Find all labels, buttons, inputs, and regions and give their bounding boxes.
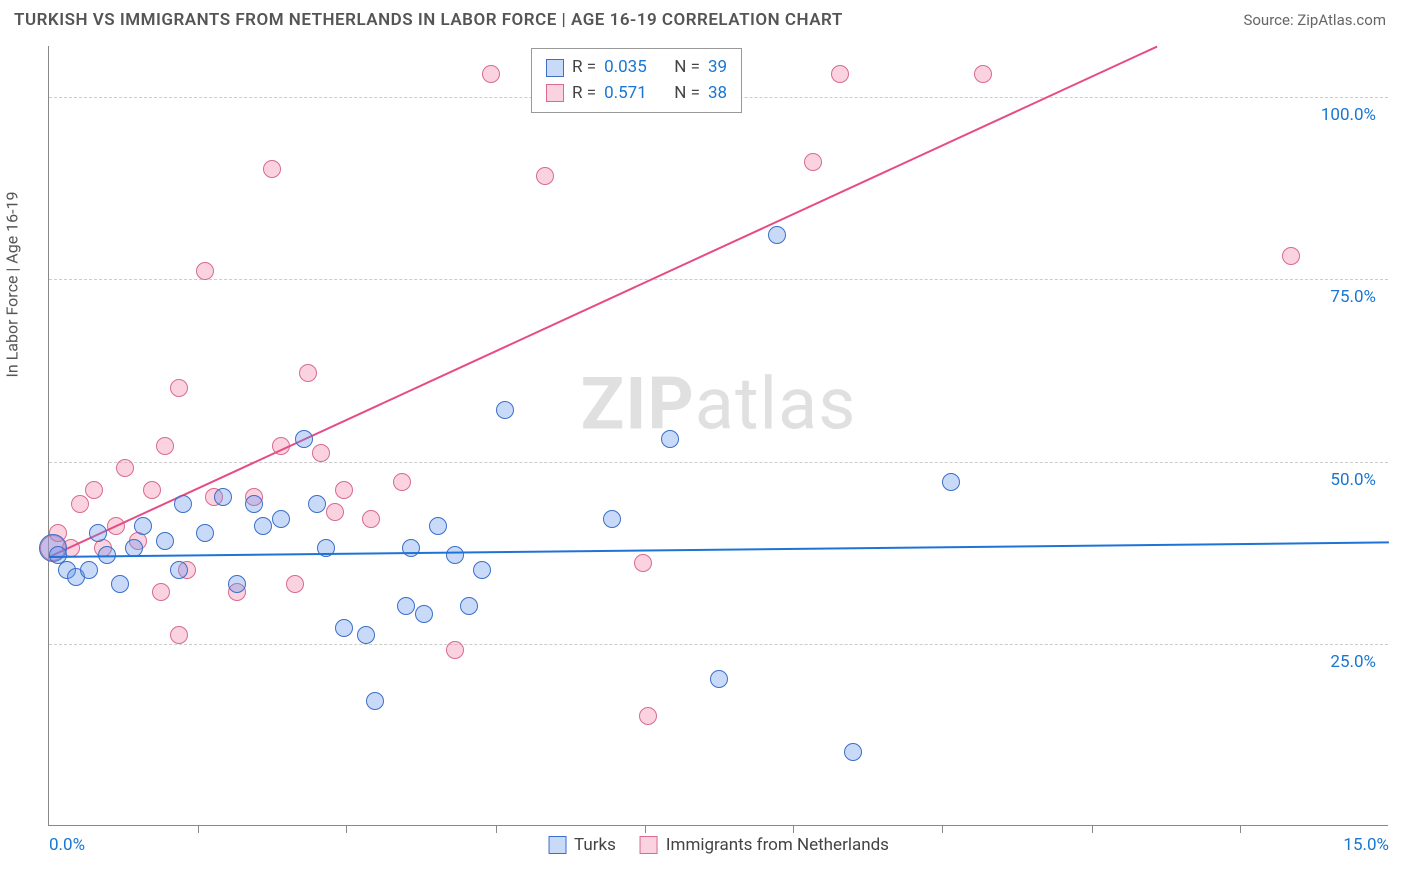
scatter-point-netherlands	[326, 503, 344, 521]
scatter-point-netherlands	[362, 510, 380, 528]
scatter-point-turks	[366, 692, 384, 710]
y-tick-label: 50.0%	[1330, 470, 1376, 490]
x-tick-label: 0.0%	[49, 835, 85, 855]
scatter-point-turks	[357, 626, 375, 644]
x-tick-mark	[496, 825, 497, 833]
scatter-point-netherlands	[170, 626, 188, 644]
scatter-point-turks	[308, 495, 326, 513]
chart-title: TURKISH VS IMMIGRANTS FROM NETHERLANDS I…	[14, 10, 843, 30]
scatter-point-netherlands	[71, 495, 89, 513]
scatter-point-turks	[496, 401, 514, 419]
scatter-point-turks	[402, 539, 420, 557]
scatter-point-turks	[245, 495, 263, 513]
y-axis-label: In Labor Force | Age 16-19	[3, 191, 22, 377]
x-tick-mark	[1092, 825, 1093, 833]
gridline-h	[49, 279, 1388, 280]
scatter-point-turks	[196, 524, 214, 542]
scatter-point-turks	[254, 517, 272, 535]
scatter-point-netherlands	[482, 65, 500, 83]
scatter-point-netherlands	[312, 444, 330, 462]
scatter-point-netherlands	[143, 481, 161, 499]
scatter-point-turks	[661, 430, 679, 448]
scatter-point-turks	[710, 670, 728, 688]
scatter-point-turks	[111, 575, 129, 593]
legend-bottom: Turks Immigrants from Netherlands	[548, 835, 889, 855]
scatter-point-netherlands	[639, 707, 657, 725]
x-tick-mark	[793, 825, 794, 833]
scatter-point-netherlands	[536, 167, 554, 185]
watermark: ZIPatlas	[581, 362, 857, 447]
scatter-point-turks	[170, 561, 188, 579]
x-tick-mark	[645, 825, 646, 833]
trend-line-netherlands	[49, 46, 1158, 558]
scatter-point-turks	[89, 524, 107, 542]
scatter-point-netherlands	[263, 160, 281, 178]
scatter-point-netherlands	[634, 554, 652, 572]
x-tick-mark	[1240, 825, 1241, 833]
scatter-point-netherlands	[831, 65, 849, 83]
scatter-point-turks	[942, 473, 960, 491]
scatter-point-turks	[460, 597, 478, 615]
swatch-turks	[546, 59, 564, 77]
scatter-point-turks	[295, 430, 313, 448]
plot-area: ZIPatlas Turks Immigrants from Netherlan…	[48, 46, 1388, 826]
scatter-point-netherlands	[299, 364, 317, 382]
scatter-point-turks	[397, 597, 415, 615]
info-row-netherlands: R = 0.571 N = 38	[546, 81, 727, 107]
scatter-point-turks	[429, 517, 447, 535]
swatch-netherlands	[546, 84, 564, 102]
scatter-point-netherlands	[1282, 247, 1300, 265]
scatter-point-turks	[174, 495, 192, 513]
scatter-point-turks	[473, 561, 491, 579]
scatter-point-netherlands	[85, 481, 103, 499]
scatter-point-netherlands	[804, 153, 822, 171]
legend-item-turks: Turks	[548, 835, 616, 855]
scatter-point-netherlands	[196, 262, 214, 280]
y-tick-label: 75.0%	[1330, 287, 1376, 307]
scatter-point-turks	[844, 743, 862, 761]
correlation-info-box: R = 0.035 N = 39 R = 0.571 N = 38	[531, 48, 742, 113]
scatter-point-netherlands	[974, 65, 992, 83]
chart-header: TURKISH VS IMMIGRANTS FROM NETHERLANDS I…	[0, 0, 1406, 36]
scatter-point-turks	[415, 605, 433, 623]
scatter-point-netherlands	[335, 481, 353, 499]
scatter-point-netherlands	[170, 379, 188, 397]
legend-swatch-turks	[548, 836, 566, 854]
gridline-h	[49, 644, 1388, 645]
scatter-point-netherlands	[116, 459, 134, 477]
scatter-point-netherlands	[156, 437, 174, 455]
scatter-point-netherlands	[152, 583, 170, 601]
scatter-point-turks	[80, 561, 98, 579]
info-row-turks: R = 0.035 N = 39	[546, 55, 727, 81]
scatter-point-turks	[768, 226, 786, 244]
trend-line-turks	[49, 542, 1389, 559]
legend-item-netherlands: Immigrants from Netherlands	[640, 835, 889, 855]
scatter-point-netherlands	[446, 641, 464, 659]
scatter-point-turks	[272, 510, 290, 528]
y-tick-label: 25.0%	[1330, 652, 1376, 672]
y-tick-label: 100.0%	[1321, 105, 1376, 125]
scatter-point-turks	[156, 532, 174, 550]
scatter-point-netherlands	[393, 473, 411, 491]
scatter-point-netherlands	[286, 575, 304, 593]
x-tick-mark	[198, 825, 199, 833]
x-tick-mark	[942, 825, 943, 833]
scatter-point-turks	[335, 619, 353, 637]
scatter-point-turks	[134, 517, 152, 535]
chart-container: In Labor Force | Age 16-19 ZIPatlas Turk…	[0, 36, 1406, 886]
scatter-point-turks	[228, 575, 246, 593]
scatter-point-turks	[214, 488, 232, 506]
x-tick-mark	[346, 825, 347, 833]
source-text: Source: ZipAtlas.com	[1243, 11, 1386, 29]
scatter-point-turks	[603, 510, 621, 528]
legend-swatch-netherlands	[640, 836, 658, 854]
scatter-point-turks	[446, 546, 464, 564]
x-tick-label: 15.0%	[1343, 835, 1389, 855]
